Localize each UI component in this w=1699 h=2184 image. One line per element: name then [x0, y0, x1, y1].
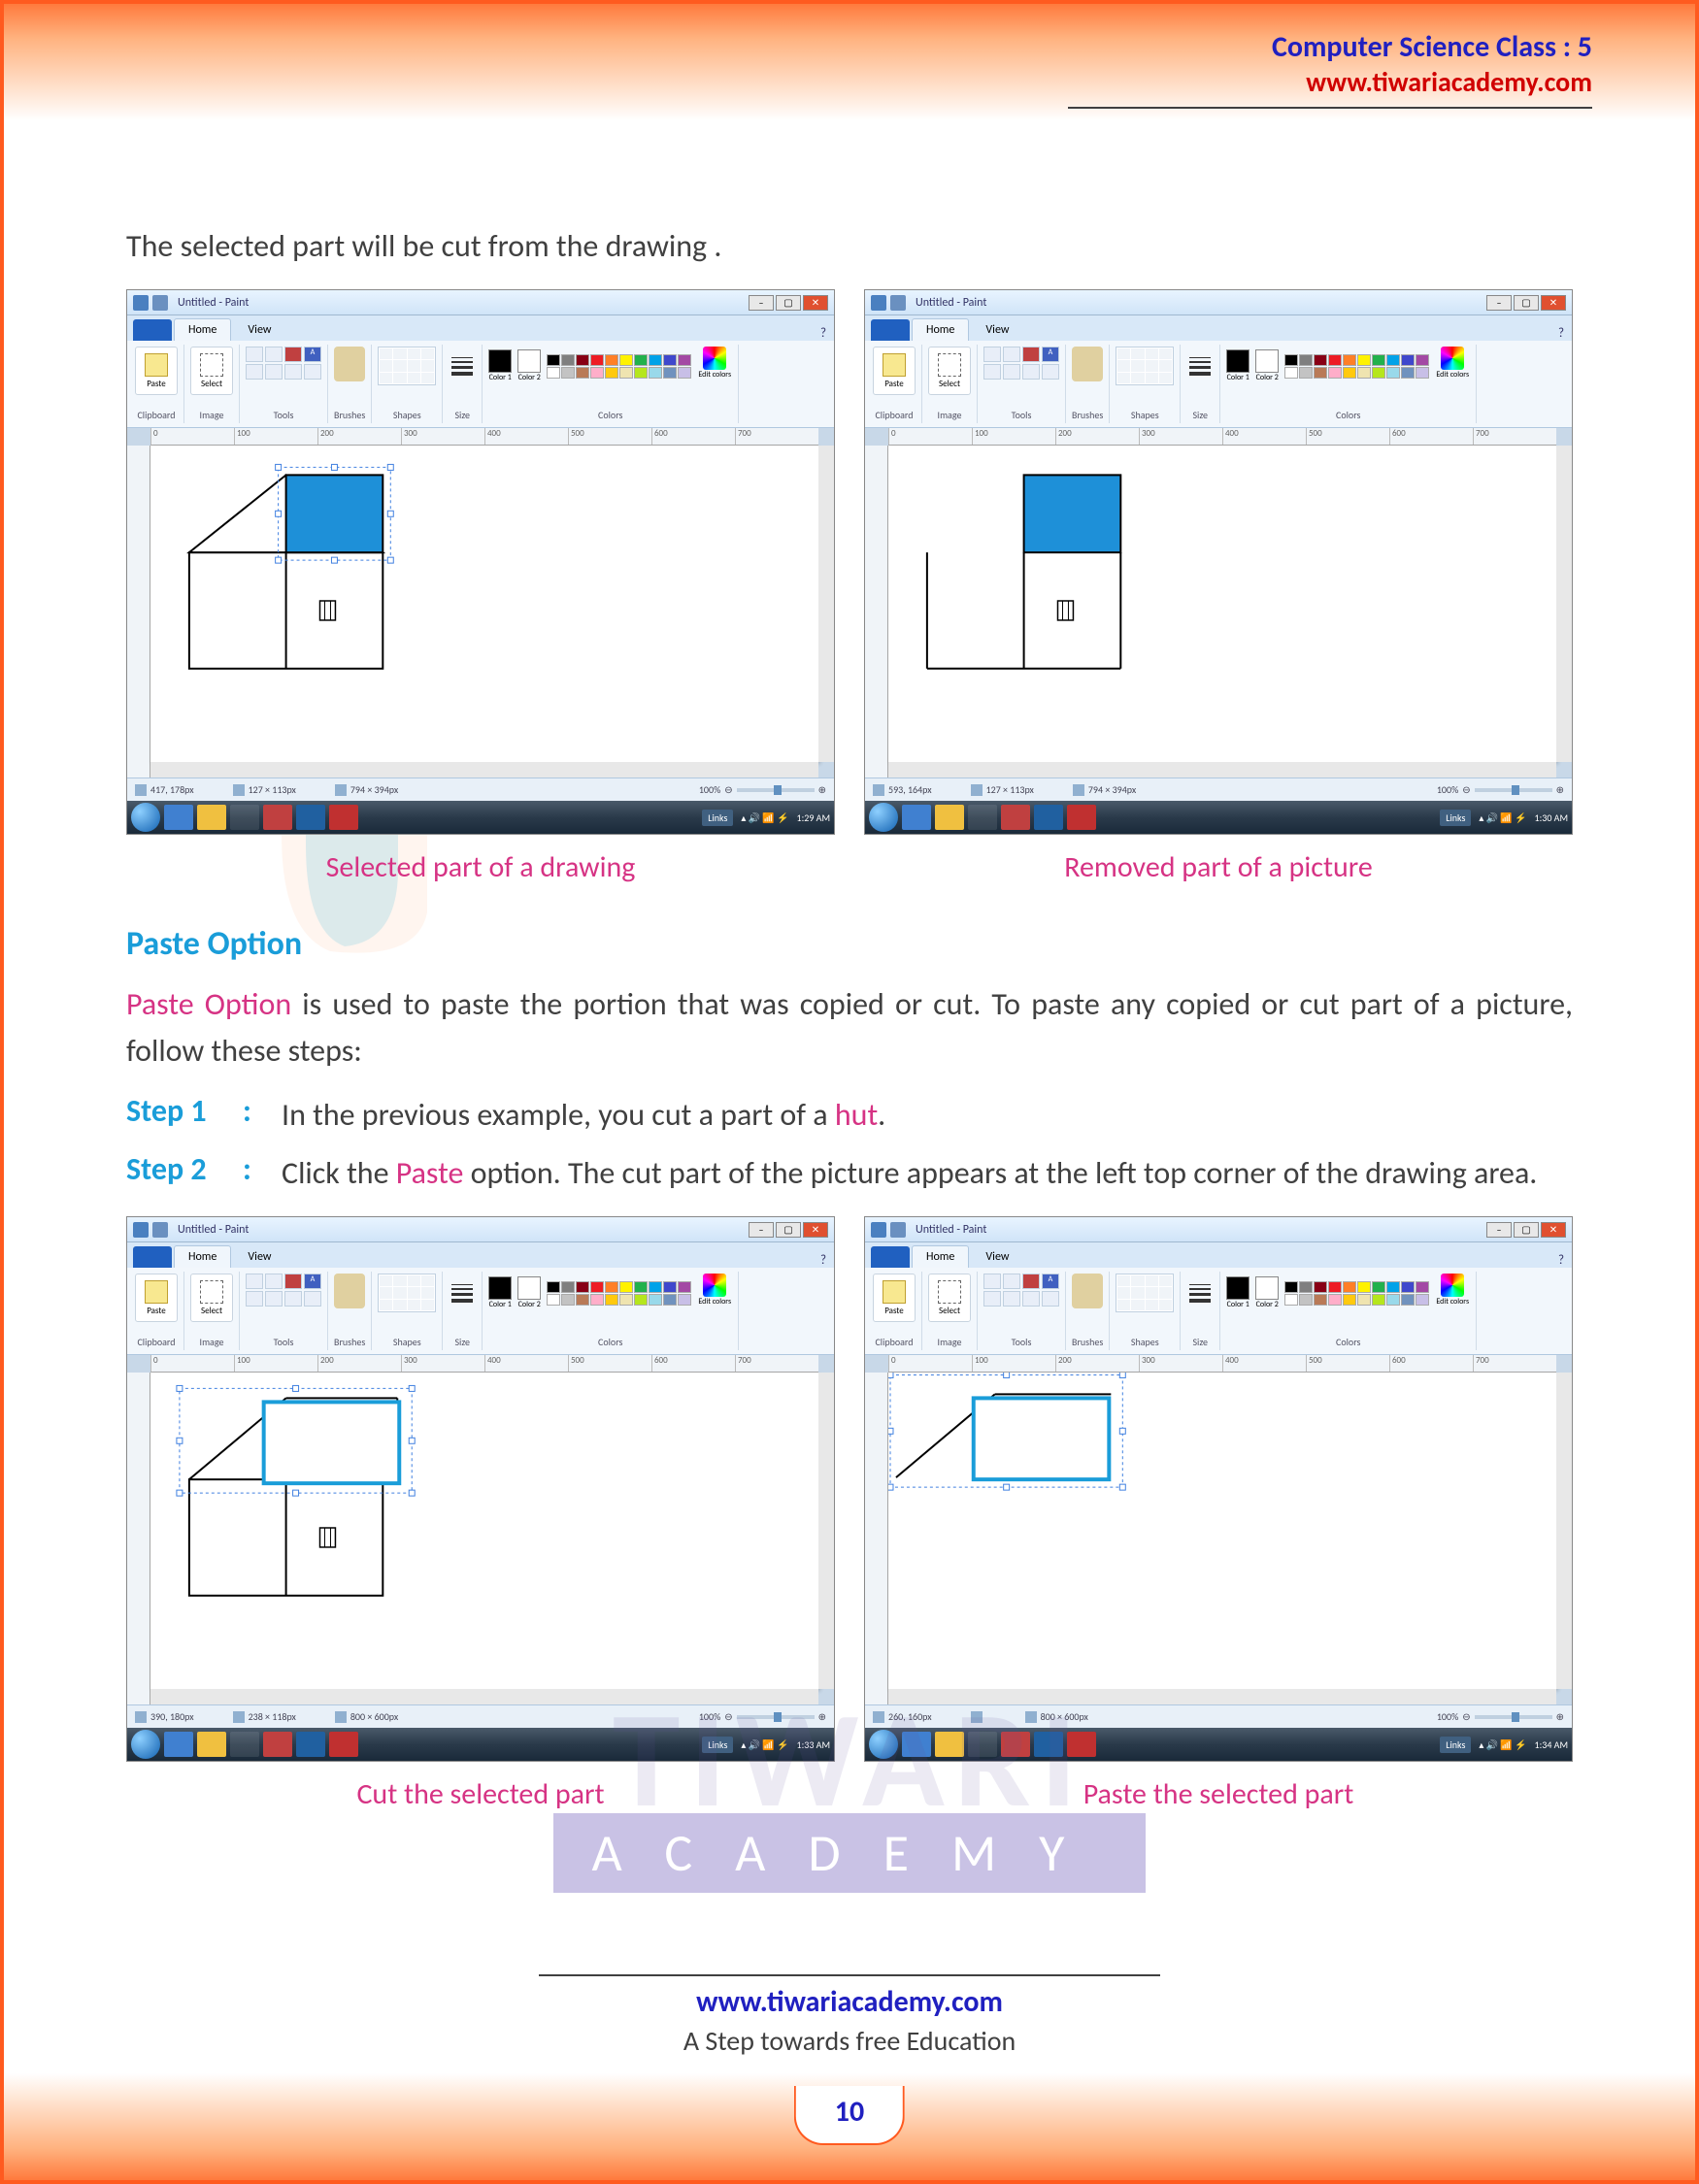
minimize-button[interactable]: – — [1486, 295, 1512, 311]
header-underline — [1068, 107, 1592, 109]
minimize-button[interactable]: – — [749, 295, 774, 311]
shapes-group: Shapes — [372, 345, 443, 423]
caption-4: Paste the selected part — [864, 1776, 1573, 1812]
tb-app-icon[interactable] — [329, 805, 358, 830]
brushes-button[interactable] — [334, 347, 365, 381]
color-palette[interactable] — [547, 354, 691, 379]
paint-window-4: Untitled - Paint–▢✕ HomeView? PasteClipb… — [864, 1216, 1573, 1762]
cursor-pos: 417, 178px — [135, 783, 194, 796]
ruler-horizontal: 0100200300400500600700 — [150, 428, 818, 446]
minimize-button[interactable]: – — [1486, 1222, 1512, 1238]
content-area: The selected part will be cut from the d… — [126, 223, 1573, 1851]
edit-colors-button[interactable]: Edit colors — [697, 347, 732, 385]
scrollbar-vertical[interactable] — [818, 446, 834, 762]
screenshot-row-2: Untitled - Paint–▢✕ HomeView? PasteClipb… — [126, 1216, 1573, 1762]
footer-tagline: A Step towards free Education — [0, 2024, 1699, 2058]
file-menu-button[interactable] — [133, 319, 172, 341]
canvas[interactable] — [150, 446, 818, 762]
screenshot-row-1: Untitled - Paint – ▢ ✕ Home View ? Paste… — [126, 289, 1573, 835]
tb-ie-icon[interactable] — [164, 805, 193, 830]
ruler-vertical — [127, 446, 150, 778]
color1-button[interactable] — [488, 349, 512, 373]
canvas-size: 794 × 394px — [335, 783, 398, 796]
scrollbar-horizontal[interactable] — [150, 762, 818, 778]
titlebar: Untitled - Paint – ▢ ✕ — [127, 290, 834, 315]
size-button[interactable] — [449, 347, 476, 385]
drawing — [150, 446, 818, 762]
tb-explorer-icon[interactable] — [197, 805, 226, 830]
paste-button[interactable]: Paste — [135, 347, 178, 395]
file-menu-button[interactable] — [871, 319, 910, 341]
start-button[interactable] — [131, 803, 160, 832]
footer-line — [539, 1974, 1160, 1976]
caption-row-2: Cut the selected part Paste the selected… — [126, 1776, 1573, 1812]
caption-1: Selected part of a drawing — [126, 849, 835, 885]
header-title: Computer Science Class : 5 — [1272, 29, 1592, 65]
caption-row-1: Selected part of a drawing Removed part … — [126, 849, 1573, 885]
caption-2: Removed part of a picture — [864, 849, 1573, 885]
paint-window-3: Untitled - Paint–▢✕ HomeView? PasteClipb… — [126, 1216, 835, 1762]
page-number: 10 — [794, 2086, 905, 2145]
window-title: Untitled - Paint — [178, 296, 249, 310]
select-button[interactable]: Select — [190, 347, 233, 395]
selection-size: 127 × 113px — [233, 783, 296, 796]
footer: www.tiwariacademy.com A Step towards fre… — [0, 1974, 1699, 2058]
taskbar-tray: Links ▴ 🔊 📶 ⚡ 1:29 AM — [702, 810, 830, 826]
clock[interactable]: 1:29 AM — [797, 811, 830, 824]
help-icon[interactable]: ? — [820, 326, 826, 341]
section-lead: Paste Option is used to paste the portio… — [126, 981, 1573, 1075]
step-1: Step 1 : In the previous example, you cu… — [126, 1092, 1573, 1139]
canvas-area: 0100200300400500600700 — [127, 428, 834, 778]
shapes-gallery[interactable] — [378, 347, 436, 385]
colors-group: Color 1 Color 2 Edit colors Colors — [483, 345, 739, 423]
tools-group: A Tools — [240, 345, 328, 423]
paint-window-1: Untitled - Paint – ▢ ✕ Home View ? Paste… — [126, 289, 835, 835]
size-group: Size — [443, 345, 483, 423]
tray-icons[interactable]: ▴ 🔊 📶 ⚡ — [741, 811, 788, 824]
color2-button[interactable] — [517, 349, 541, 373]
maximize-button[interactable]: ▢ — [1514, 295, 1539, 311]
save-icon — [152, 295, 168, 311]
minimize-button[interactable]: – — [749, 1222, 774, 1238]
close-button[interactable]: ✕ — [803, 295, 828, 311]
taskbar: Links ▴ 🔊 📶 ⚡ 1:29 AM — [127, 801, 834, 834]
page-header: Computer Science Class : 5 www.tiwariaca… — [1272, 29, 1592, 99]
caption-3: Cut the selected part — [126, 1776, 835, 1812]
tools-grid[interactable]: A — [246, 347, 321, 380]
paint-window-2: Untitled - Paint–▢✕ HomeView? PasteClipb… — [864, 289, 1573, 835]
image-group: Select Image — [184, 345, 240, 423]
maximize-button[interactable]: ▢ — [776, 295, 801, 311]
header-url: www.tiwariacademy.com — [1272, 65, 1592, 99]
tb-app-icon[interactable] — [263, 805, 292, 830]
close-button[interactable]: ✕ — [1541, 1222, 1566, 1238]
section-heading: Paste Option — [126, 924, 1573, 964]
status-bar: 417, 178px 127 × 113px 794 × 394px 100%⊖… — [127, 778, 834, 801]
step-2: Step 2 : Click the Paste option. The cut… — [126, 1150, 1573, 1197]
paint-icon — [133, 295, 149, 311]
tb-app-icon[interactable] — [296, 805, 325, 830]
paste-button[interactable]: Paste — [873, 347, 916, 395]
select-button[interactable]: Select — [928, 347, 971, 395]
close-button[interactable]: ✕ — [803, 1222, 828, 1238]
zoom-control[interactable]: 100%⊖⊕ — [699, 783, 826, 796]
tb-app-icon[interactable] — [230, 805, 259, 830]
maximize-button[interactable]: ▢ — [1514, 1222, 1539, 1238]
ribbon-tabs: Home View ? — [127, 315, 834, 341]
tab-home[interactable]: Home — [174, 318, 231, 341]
brushes-group: Brushes — [328, 345, 372, 423]
intro-text: The selected part will be cut from the d… — [126, 223, 1573, 270]
ribbon: Paste Clipboard Select Image A Tools B — [127, 341, 834, 428]
footer-url: www.tiwariacademy.com — [0, 1984, 1699, 2020]
clipboard-group: Paste Clipboard — [129, 345, 184, 423]
close-button[interactable]: ✕ — [1541, 295, 1566, 311]
tab-view[interactable]: View — [233, 318, 285, 341]
maximize-button[interactable]: ▢ — [776, 1222, 801, 1238]
